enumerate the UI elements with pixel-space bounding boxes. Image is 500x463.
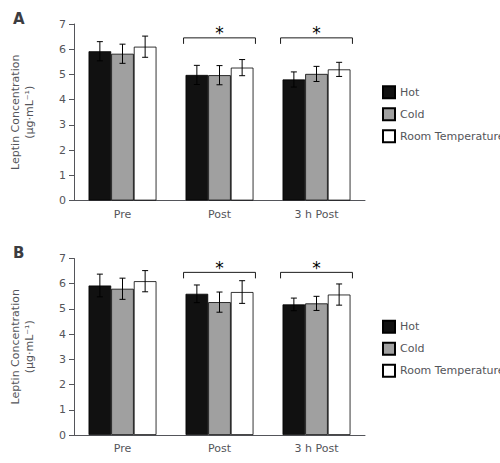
svg-text:4: 4 (59, 93, 66, 106)
svg-text:0: 0 (59, 429, 66, 442)
svg-text:Leptin Concentration: Leptin Concentration (9, 289, 22, 404)
svg-text:Room Temperature: Room Temperature (400, 364, 500, 377)
svg-text:2: 2 (59, 378, 66, 391)
svg-text:7: 7 (59, 252, 66, 265)
svg-text:3 h Post: 3 h Post (295, 208, 340, 221)
svg-text:Room Temperature: Room Temperature (400, 130, 500, 143)
svg-text:3 h Post: 3 h Post (295, 442, 340, 455)
svg-text:0: 0 (59, 194, 66, 207)
svg-text:3: 3 (59, 118, 66, 131)
svg-text:A: A (13, 10, 25, 28)
svg-text:5: 5 (59, 68, 66, 81)
svg-text:(µg·mL⁻¹): (µg·mL⁻¹) (23, 320, 36, 373)
svg-text:4: 4 (59, 328, 66, 341)
svg-text:Post: Post (208, 208, 232, 221)
svg-text:2: 2 (59, 144, 66, 157)
svg-text:1: 1 (59, 403, 66, 416)
svg-text:*: * (312, 23, 321, 43)
svg-text:*: * (215, 258, 224, 278)
svg-text:Cold: Cold (400, 108, 424, 121)
svg-text:(µg·mL⁻¹): (µg·mL⁻¹) (23, 86, 36, 139)
svg-text:Cold: Cold (400, 342, 424, 355)
svg-text:Leptin Concentration: Leptin Concentration (9, 55, 22, 170)
svg-text:Pre: Pre (114, 208, 132, 221)
svg-text:B: B (13, 244, 24, 262)
svg-text:1: 1 (59, 169, 66, 182)
svg-text:6: 6 (59, 43, 66, 56)
svg-text:3: 3 (59, 353, 66, 366)
svg-text:Pre: Pre (114, 442, 132, 455)
svg-text:6: 6 (59, 277, 66, 290)
svg-text:Hot: Hot (400, 320, 420, 333)
svg-text:Post: Post (208, 442, 232, 455)
svg-text:7: 7 (59, 18, 66, 31)
svg-text:*: * (312, 258, 321, 278)
svg-text:Hot: Hot (400, 86, 420, 99)
svg-text:5: 5 (59, 302, 66, 315)
svg-text:*: * (215, 23, 224, 43)
